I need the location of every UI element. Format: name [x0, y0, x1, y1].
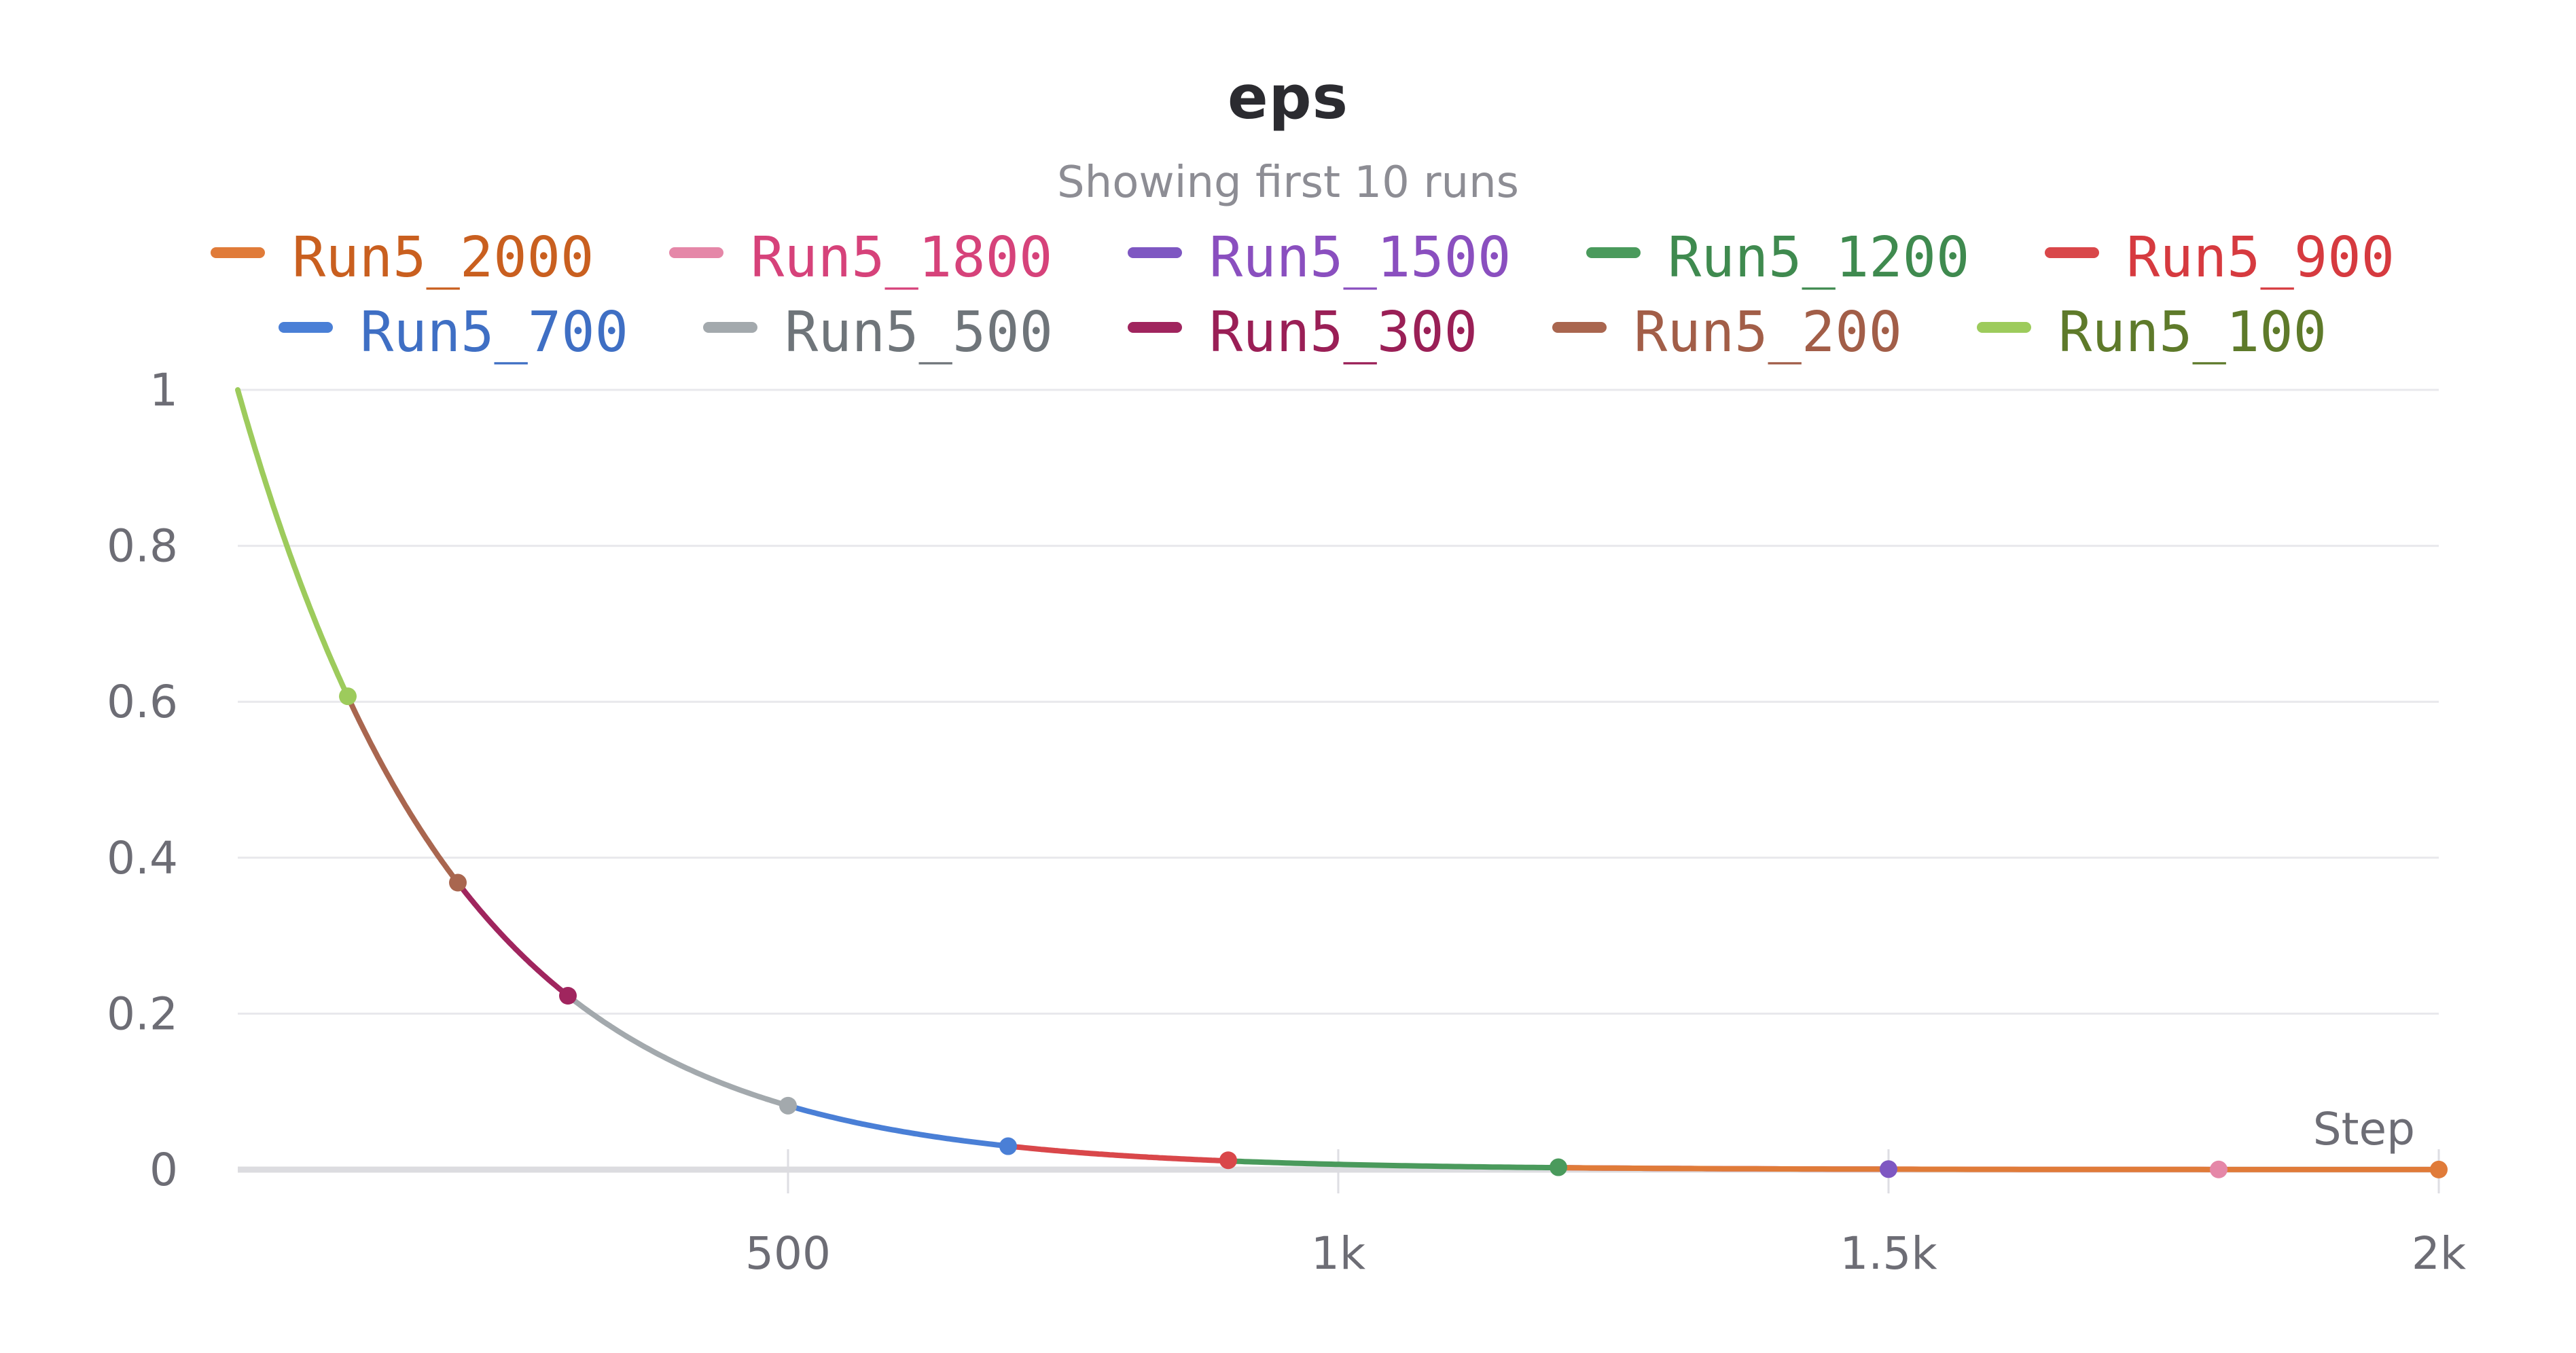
series-line-run5_2000 [1556, 1165, 2441, 1172]
data-point-run5_300 [559, 986, 577, 1005]
data-point-run5_200 [449, 873, 467, 892]
series-line-run5_200 [345, 693, 461, 886]
series-line-run5_500 [565, 992, 791, 1108]
legend-row-2: Run5_700 Run5_500 Run5_300 Run5_200 Run5… [0, 299, 2576, 374]
legend-row-1: Run5_2000 Run5_1800 Run5_1500 Run5_1200 … [0, 224, 2576, 299]
y-tick-label: 1 [149, 364, 178, 416]
data-point-run5_100 [339, 687, 357, 706]
legend-swatch [1552, 322, 1607, 333]
data-point-run5_1800 [2210, 1160, 2228, 1178]
legend-label: Run5_200 [1634, 300, 1902, 365]
series-line-run5_900 [1005, 1143, 1231, 1164]
legend-swatch [2045, 247, 2099, 258]
x-tick-label: 1k [1311, 1227, 1366, 1280]
y-tick-label: 0.8 [107, 520, 178, 573]
legend-swatch [669, 247, 723, 258]
legend-label: Run5_2000 [292, 226, 594, 290]
x-axis-title: Step [2313, 1103, 2415, 1155]
series-line-run5_1200 [1226, 1158, 1561, 1171]
chart-title: eps [1227, 62, 1349, 132]
legend-label: Run5_100 [2058, 300, 2327, 365]
legend-swatch [1977, 322, 2031, 333]
legend-swatch [211, 247, 265, 258]
x-tick-label: 500 [745, 1227, 831, 1280]
legend-swatch [1586, 247, 1641, 258]
data-point-run5_1500 [1880, 1160, 1897, 1178]
series-line-run5_100 [235, 387, 351, 700]
y-tick-label: 0.6 [107, 676, 178, 728]
y-tick-label: 0.2 [107, 988, 178, 1040]
x-tick-label: 1.5k [1840, 1227, 1937, 1280]
legend-label: Run5_500 [785, 300, 1053, 365]
data-point-run5_700 [999, 1137, 1017, 1155]
legend-label: Run5_300 [1209, 300, 1478, 365]
legend-label: Run5_1500 [1209, 226, 1511, 290]
y-tick-label: 0 [149, 1144, 178, 1196]
y-tick-label: 0.4 [107, 832, 178, 884]
legend-swatch [703, 322, 757, 333]
chart-subtitle: Showing first 10 runs [1057, 158, 1519, 208]
legend-label: Run5_900 [2126, 226, 2395, 290]
data-point-run5_500 [779, 1096, 797, 1115]
series-line-run5_700 [785, 1102, 1011, 1149]
x-tick-label: 2k [2412, 1227, 2467, 1280]
legend-label: Run5_1200 [1668, 226, 1970, 290]
legend: Run5_2000 Run5_1800 Run5_1500 Run5_1200 … [0, 224, 2576, 374]
data-point-run5_900 [1219, 1151, 1237, 1170]
data-point-run5_1200 [1550, 1158, 1567, 1176]
legend-label: Run5_700 [360, 300, 628, 365]
legend-swatch [279, 322, 333, 333]
series-line-run5_300 [455, 880, 571, 998]
data-point-run5_2000 [2430, 1160, 2448, 1178]
legend-swatch [1128, 247, 1182, 258]
legend-label: Run5_1800 [751, 226, 1053, 290]
legend-swatch [1128, 322, 1182, 333]
